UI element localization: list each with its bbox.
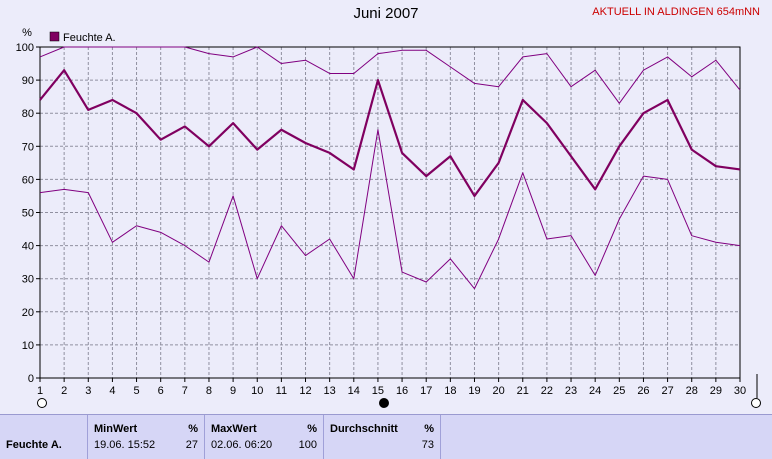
x-tick-label: 15 bbox=[372, 385, 384, 397]
x-tick-label: 21 bbox=[517, 385, 529, 397]
x-tick-label: 23 bbox=[565, 385, 577, 397]
y-tick-label: 100 bbox=[16, 42, 34, 54]
x-tick-label: 11 bbox=[276, 385, 287, 397]
x-tick-label: 9 bbox=[230, 385, 236, 397]
y-tick-label: 10 bbox=[22, 340, 34, 352]
x-tick-label: 6 bbox=[158, 385, 164, 397]
y-tick-label: 20 bbox=[22, 307, 34, 319]
x-tick-label: 13 bbox=[324, 385, 336, 397]
x-tick-label: 14 bbox=[348, 385, 360, 397]
legend-label: Feuchte A. bbox=[63, 32, 116, 44]
max-value: 100 bbox=[298, 439, 317, 451]
series-line-max bbox=[39, 46, 741, 104]
stats-row-label-cell: Feuchte A. bbox=[0, 415, 88, 459]
min-unit: % bbox=[188, 423, 198, 435]
series-line-average bbox=[39, 69, 741, 198]
min-datetime: 19.06. 15:52 bbox=[94, 439, 156, 451]
x-tick-label: 1 bbox=[37, 385, 43, 397]
stats-panel: Feuchte A. MinWert % 19.06. 15:52 27 Max… bbox=[0, 414, 772, 459]
x-tick-label: 28 bbox=[686, 385, 698, 397]
max-header: MaxWert bbox=[211, 423, 257, 435]
avg-value: 73 bbox=[421, 439, 434, 451]
x-tick-label: 4 bbox=[109, 385, 115, 397]
x-tick-label: 22 bbox=[541, 385, 553, 397]
x-tick-label: 8 bbox=[206, 385, 212, 397]
x-tick-label: 20 bbox=[492, 385, 504, 397]
x-tick-label: 5 bbox=[133, 385, 139, 397]
x-tick-label: 29 bbox=[710, 385, 722, 397]
x-tick-label: 3 bbox=[85, 385, 91, 397]
y-tick-label: 0 bbox=[28, 373, 34, 385]
stats-row-label: Feuchte A. bbox=[6, 439, 62, 451]
y-axis-unit: % bbox=[22, 27, 32, 39]
max-datetime: 02.06. 06:20 bbox=[211, 439, 273, 451]
max-unit: % bbox=[307, 423, 317, 435]
legend-swatch bbox=[49, 31, 60, 42]
max-value-cell: MaxWert % 02.06. 06:20 100 bbox=[205, 415, 324, 459]
series-line-min bbox=[39, 129, 741, 290]
x-tick-label: 17 bbox=[420, 385, 432, 397]
x-tick-label: 7 bbox=[182, 385, 188, 397]
y-tick-label: 50 bbox=[22, 208, 34, 220]
x-tick-label: 30 bbox=[734, 385, 746, 397]
x-tick-label: 10 bbox=[251, 385, 263, 397]
avg-value-cell: Durchschnitt % 73 bbox=[324, 415, 441, 459]
x-tick-label: 2 bbox=[61, 385, 67, 397]
x-tick-label: 27 bbox=[661, 385, 673, 397]
current-day-marker[interactable] bbox=[379, 398, 389, 408]
avg-header: Durchschnitt bbox=[330, 423, 398, 435]
y-tick-label: 60 bbox=[22, 174, 34, 186]
x-tick-label: 19 bbox=[468, 385, 480, 397]
range-start-handle[interactable] bbox=[37, 398, 47, 408]
x-tick-label: 25 bbox=[613, 385, 625, 397]
plot-frame bbox=[39, 46, 741, 379]
x-tick-label: 18 bbox=[444, 385, 456, 397]
chart-title: Juni 2007 bbox=[353, 5, 419, 22]
x-tick-label: 26 bbox=[637, 385, 649, 397]
y-tick-label: 40 bbox=[22, 241, 34, 253]
y-tick-label: 80 bbox=[22, 108, 34, 120]
x-tick-label: 24 bbox=[589, 385, 601, 397]
min-value: 27 bbox=[185, 439, 198, 451]
x-tick-label: 16 bbox=[396, 385, 408, 397]
min-value-cell: MinWert % 19.06. 15:52 27 bbox=[88, 415, 205, 459]
min-header: MinWert bbox=[94, 423, 138, 435]
location-badge: AKTUELL IN ALDINGEN 654mNN bbox=[592, 6, 760, 18]
y-tick-label: 30 bbox=[22, 274, 34, 286]
avg-unit: % bbox=[424, 423, 434, 435]
x-tick-label: 12 bbox=[299, 385, 311, 397]
y-tick-label: 70 bbox=[22, 141, 34, 153]
y-tick-label: 90 bbox=[22, 75, 34, 87]
range-end-handle[interactable] bbox=[751, 398, 761, 408]
